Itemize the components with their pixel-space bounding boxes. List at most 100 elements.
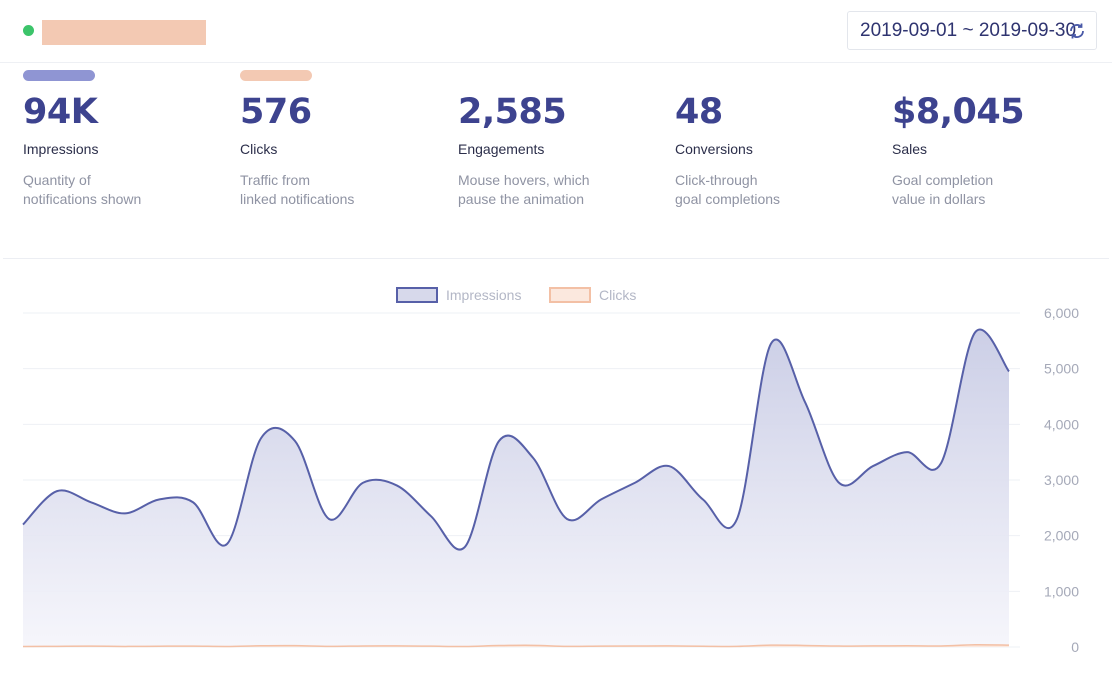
stat-desc-line1: Quantity of [23, 172, 91, 188]
y-tick-label: 2,000 [1044, 528, 1079, 544]
stat-description: Click-through goal completions [675, 171, 845, 209]
area-chart: 6,000 5,000 4,000 3,000 2,000 1,000 0 [17, 305, 1079, 655]
date-range-picker[interactable]: 2019-09-01 ~ 2019-09-30 [847, 11, 1097, 50]
data-point-clicks [527, 639, 539, 651]
stat-label: Engagements [458, 141, 545, 157]
stat-desc-line1: Traffic from [240, 172, 311, 188]
data-point-clicks [51, 640, 63, 652]
data-point-impressions [901, 446, 913, 458]
stat-desc-line2: notifications shown [23, 191, 142, 207]
data-point-impressions [731, 513, 743, 525]
stat-label: Impressions [23, 141, 99, 157]
stat-value: 576 [240, 92, 312, 132]
stat-desc-line2: linked notifications [240, 191, 355, 207]
stat-color-bar [675, 70, 747, 81]
legend-swatch [396, 287, 438, 303]
y-tick-label: 6,000 [1044, 305, 1079, 321]
section-divider [3, 258, 1109, 259]
data-point-impressions [85, 496, 97, 508]
data-point-impressions [697, 493, 709, 505]
data-point-clicks [153, 640, 165, 652]
legend-item-impressions[interactable]: Impressions [396, 287, 521, 303]
y-tick-label: 3,000 [1044, 472, 1079, 488]
y-tick-label: 1,000 [1044, 583, 1079, 599]
stat-description: Quantity of notifications shown [23, 171, 193, 209]
data-point-impressions [357, 477, 369, 489]
data-point-impressions [867, 460, 879, 472]
top-bar: 2019-09-01 ~ 2019-09-30 [0, 0, 1112, 63]
stat-desc-line2: value in dollars [892, 191, 986, 207]
data-point-clicks [289, 640, 301, 652]
data-point-impressions [459, 541, 471, 553]
data-point-clicks [17, 641, 29, 653]
data-point-clicks [255, 640, 267, 652]
data-point-impressions [969, 326, 981, 338]
stat-description: Traffic from linked notifications [240, 171, 410, 209]
data-point-clicks [357, 640, 369, 652]
status-indicator [23, 25, 34, 36]
data-point-clicks [391, 640, 403, 652]
data-point-clicks [697, 640, 709, 652]
stat-label: Sales [892, 141, 928, 157]
data-point-impressions [255, 432, 267, 444]
data-point-clicks [663, 640, 675, 652]
chart-legend: Impressions Clicks [0, 287, 1112, 307]
data-point-impressions [153, 493, 165, 505]
data-point-impressions [527, 452, 539, 464]
data-point-clicks [425, 640, 437, 652]
stat-desc-line1: Goal completion [892, 172, 994, 188]
stat-description: Mouse hovers, which pause the animation [458, 171, 628, 209]
date-range-label: 2019-09-01 ~ 2019-09-30 [860, 19, 1077, 41]
stat-value: 2,585 [458, 92, 567, 132]
data-point-clicks [459, 640, 471, 652]
data-point-impressions [1003, 365, 1015, 377]
stat-desc-line1: Click-through [675, 172, 758, 188]
data-point-clicks [323, 640, 335, 652]
data-point-clicks [187, 640, 199, 652]
page-title-placeholder [42, 20, 206, 45]
series-line-clicks [22, 643, 1010, 648]
data-point-clicks [731, 640, 743, 652]
series-line-impressions [22, 328, 1010, 551]
stat-sales: $8,045 Sales Goal completion value in do… [892, 70, 1092, 209]
stat-description: Goal completion value in dollars [892, 171, 1062, 209]
legend-item-clicks[interactable]: Clicks [549, 287, 636, 303]
y-tick-label: 0 [1071, 639, 1079, 655]
stat-label: Conversions [675, 141, 753, 157]
data-point-clicks [901, 640, 913, 652]
data-point-impressions [493, 435, 505, 447]
data-point-impressions [425, 510, 437, 522]
data-point-impressions [935, 457, 947, 469]
stat-impressions: 94K Impressions Quantity of notification… [23, 70, 223, 209]
stat-desc-line2: goal completions [675, 191, 781, 207]
stat-color-bar [23, 70, 95, 81]
data-point-impressions [187, 496, 199, 508]
data-point-impressions [17, 519, 29, 531]
y-tick-label: 4,000 [1044, 416, 1079, 432]
data-point-impressions [51, 485, 63, 497]
stat-clicks: 576 Clicks Traffic from linked notificat… [240, 70, 440, 209]
stat-color-bar [892, 70, 964, 81]
stat-conversions: 48 Conversions Click-through goal comple… [675, 70, 875, 209]
series-area-impressions [23, 329, 1009, 647]
stat-color-bar [240, 70, 312, 81]
data-point-impressions [799, 396, 811, 408]
data-point-impressions [595, 493, 607, 505]
stat-value: $8,045 [892, 92, 1025, 132]
y-tick-label: 5,000 [1044, 361, 1079, 377]
data-point-impressions [561, 513, 573, 525]
data-point-clicks [1003, 639, 1015, 651]
legend-label: Impressions [446, 287, 522, 303]
stat-value: 94K [23, 92, 98, 132]
stat-engagements: 2,585 Engagements Mouse hovers, which pa… [458, 70, 658, 209]
stat-value: 48 [675, 92, 723, 132]
data-point-impressions [765, 338, 777, 350]
data-point-clicks [493, 640, 505, 652]
legend-label: Clicks [599, 287, 637, 303]
data-point-impressions [323, 513, 335, 525]
data-point-clicks [629, 640, 641, 652]
data-point-clicks [561, 640, 573, 652]
data-point-clicks [935, 640, 947, 652]
data-point-impressions [833, 477, 845, 489]
refresh-icon[interactable] [1067, 21, 1087, 41]
